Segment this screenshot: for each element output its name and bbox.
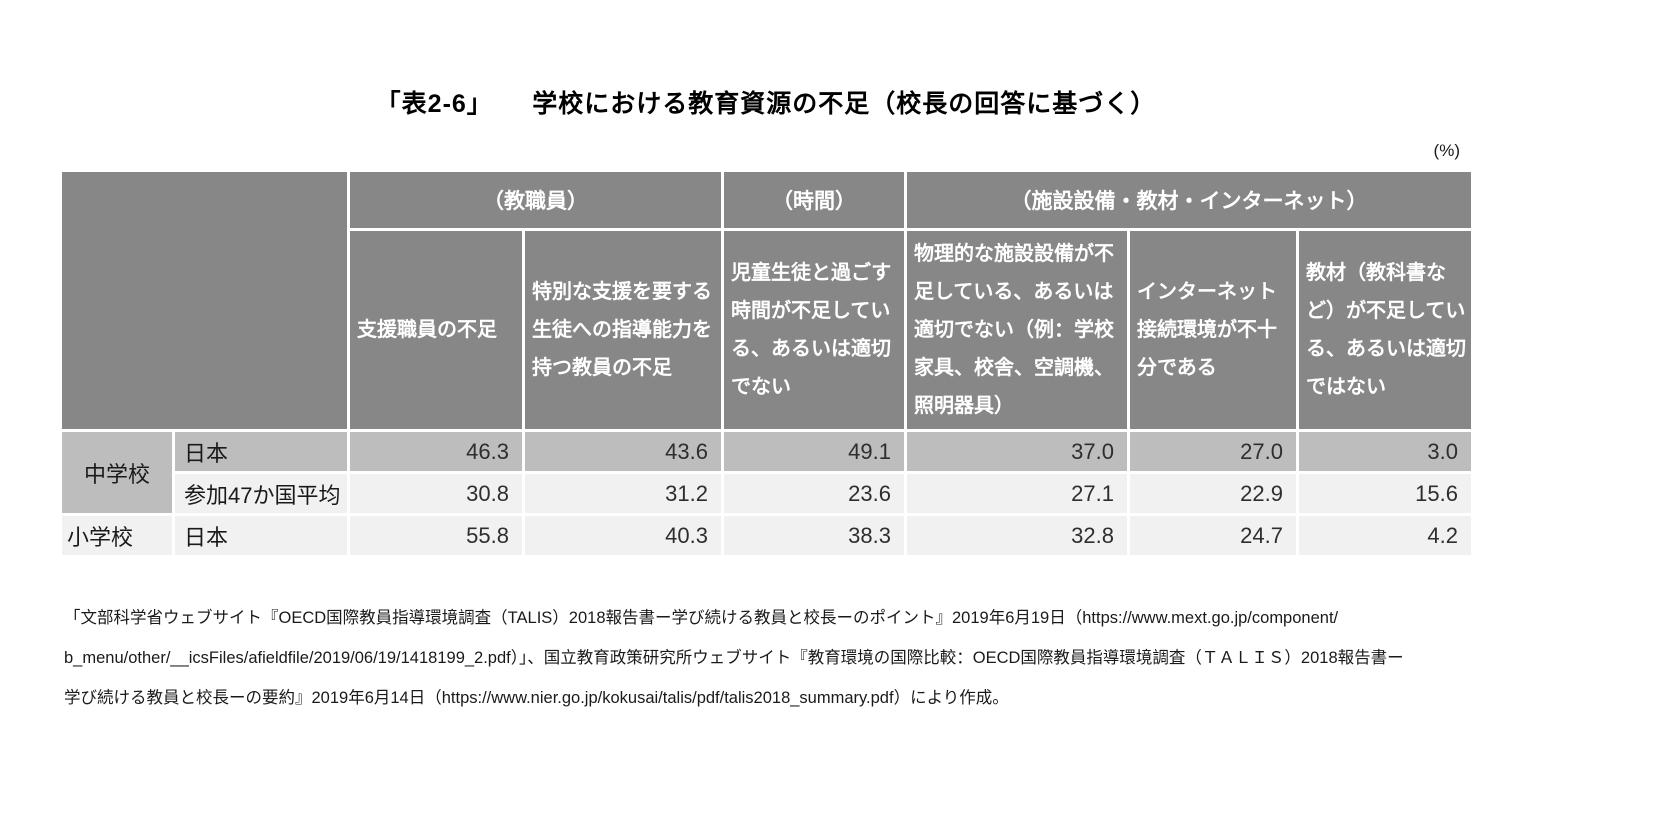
value-cell: 24.7 [1130,516,1296,555]
value-cell: 55.8 [350,516,522,555]
group-header-row: （教職員） （時間） （施設設備・教材・インターネット） [62,172,1471,429]
value-cell: 23.6 [724,474,904,513]
column-header-time-with-students: 児童生徒と過ごす時間が不足している、あるいは適切でない [724,231,904,429]
column-header-internet-access: インターネット接続環境が不十分である [1130,231,1296,429]
footnote-line-1: 「文部科学省ウェブサイト『OECD国際教員指導環境調査（TALIS）2018報告… [64,609,1339,627]
table-row-jhs-average47: 参加47か国平均 30.8 31.2 23.6 27.1 22.9 15.6 [62,474,1471,513]
value-cell: 46.3 [350,432,522,471]
group-header-staff: （教職員） [350,172,721,228]
corner-cell [62,172,347,429]
value-cell: 31.2 [525,474,721,513]
row-label-47-country-average: 参加47か国平均 [175,474,347,513]
source-footnote: 「文部科学省ウェブサイト『OECD国際教員指導環境調査（TALIS）2018報告… [64,598,1494,718]
value-cell: 43.6 [525,432,721,471]
group-header-time: （時間） [724,172,904,228]
column-header-teaching-materials: 教材（教科書など）が不足している、あるいは適切ではない [1299,231,1471,429]
table-row-jhs-japan: 中学校 日本 46.3 43.6 49.1 37.0 27.0 3.0 [62,432,1471,513]
value-cell: 27.0 [1130,432,1296,471]
value-cell: 40.3 [525,516,721,555]
table-title: 「表2-6」 学校における教育資源の不足（校長の回答に基づく） [375,90,1157,118]
column-header-special-needs-teachers: 特別な支援を要する生徒への指導能力を持つ教員の不足 [525,231,721,429]
value-cell: 37.0 [907,432,1127,471]
footnote-line-3: 学び続ける教員と校長ーの要約』2019年6月14日（https://www.ni… [64,689,1009,707]
value-cell: 49.1 [724,432,904,471]
footnote-line-2: b_menu/other/__icsFiles/afieldfile/2019/… [64,649,1404,667]
row-label-japan: 日本 [175,432,347,471]
education-resources-table: （教職員） （時間） （施設設備・教材・インターネット） 支援職員の不足 特別な… [59,169,1474,558]
column-header-support-staff: 支援職員の不足 [350,231,522,429]
row-label-junior-high: 中学校 [62,432,172,513]
value-cell: 15.6 [1299,474,1471,513]
value-cell: 27.1 [907,474,1127,513]
value-cell: 22.9 [1130,474,1296,513]
group-header-facility: （施設設備・教材・インターネット） [907,172,1471,228]
row-label-japan: 日本 [175,516,347,555]
value-cell: 30.8 [350,474,522,513]
column-header-physical-facilities: 物理的な施設設備が不足している、あるいは適切でない（例：学校家具、校舎、空調機、… [907,231,1127,429]
table-row-elementary-japan: 小学校 日本 55.8 40.3 38.3 32.8 24.7 4.2 [62,516,1471,555]
column-header-row: 支援職員の不足 特別な支援を要する生徒への指導能力を持つ教員の不足 児童生徒と過… [62,231,1471,429]
row-label-elementary: 小学校 [62,516,172,555]
value-cell: 32.8 [907,516,1127,555]
unit-percent-label: (%) [1433,141,1460,160]
value-cell: 4.2 [1299,516,1471,555]
value-cell: 3.0 [1299,432,1471,471]
value-cell: 38.3 [724,516,904,555]
